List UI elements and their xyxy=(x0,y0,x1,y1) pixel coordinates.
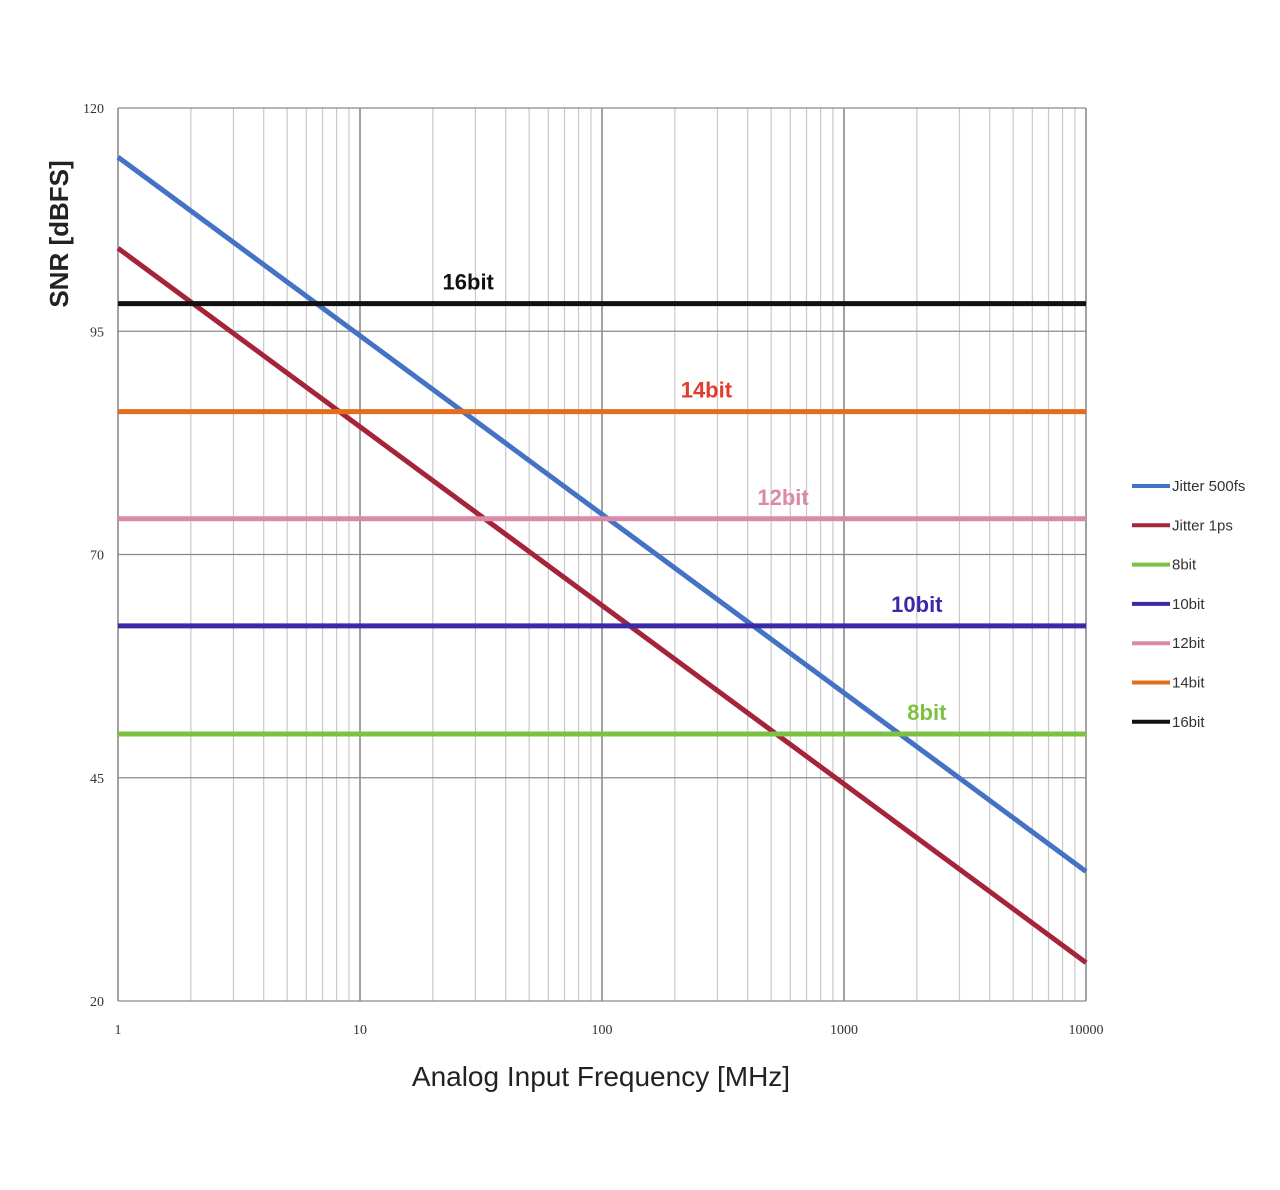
series-line-jitter-500fs xyxy=(116,155,1088,874)
series-line-jitter-1ps xyxy=(116,246,1088,965)
x-tick-label: 10 xyxy=(353,1023,367,1038)
line-label-8bit: 8bit xyxy=(907,700,947,725)
legend: Jitter 500fs Jitter 1ps 8bit 10bit 12bit 14bi… xyxy=(1132,478,1245,731)
y-tick-label: 70 xyxy=(90,549,104,564)
legend-entry: 10bit xyxy=(1172,596,1205,613)
x-tick-label: 1000 xyxy=(830,1023,858,1038)
x-tick-label: 1 xyxy=(115,1023,122,1038)
line-label-12bit: 12bit xyxy=(757,485,809,510)
series-lines xyxy=(116,155,1088,965)
y-tick-labels: 20 45 70 95 120 xyxy=(83,102,104,1010)
legend-entry: 14bit xyxy=(1172,675,1205,692)
line-label-10bit: 10bit xyxy=(891,592,943,617)
y-tick-label: 20 xyxy=(90,995,104,1010)
line-label-16bit: 16bit xyxy=(443,270,495,295)
y-axis-title: SNR [dBFS] xyxy=(44,160,74,307)
line-label-14bit: 14bit xyxy=(681,378,733,403)
y-tick-label: 120 xyxy=(83,102,104,117)
x-axis-title: Analog Input Frequency [MHz] xyxy=(412,1061,790,1092)
legend-entry: 12bit xyxy=(1172,635,1205,652)
legend-entry: 16bit xyxy=(1172,714,1205,731)
legend-entry: Jitter 500fs xyxy=(1172,478,1245,495)
major-grid xyxy=(117,107,1087,1002)
x-tick-label: 10000 xyxy=(1069,1023,1104,1038)
legend-entry: 8bit xyxy=(1172,557,1197,574)
x-tick-labels: 1 10 100 1000 10000 xyxy=(115,1023,1104,1038)
series-line-labels: 8bit 10bit 12bit 14bit 16bit xyxy=(443,270,948,725)
y-tick-label: 95 xyxy=(90,325,104,340)
x-tick-label: 100 xyxy=(592,1023,613,1038)
y-tick-label: 45 xyxy=(90,772,104,787)
legend-entry: Jitter 1ps xyxy=(1172,517,1233,534)
